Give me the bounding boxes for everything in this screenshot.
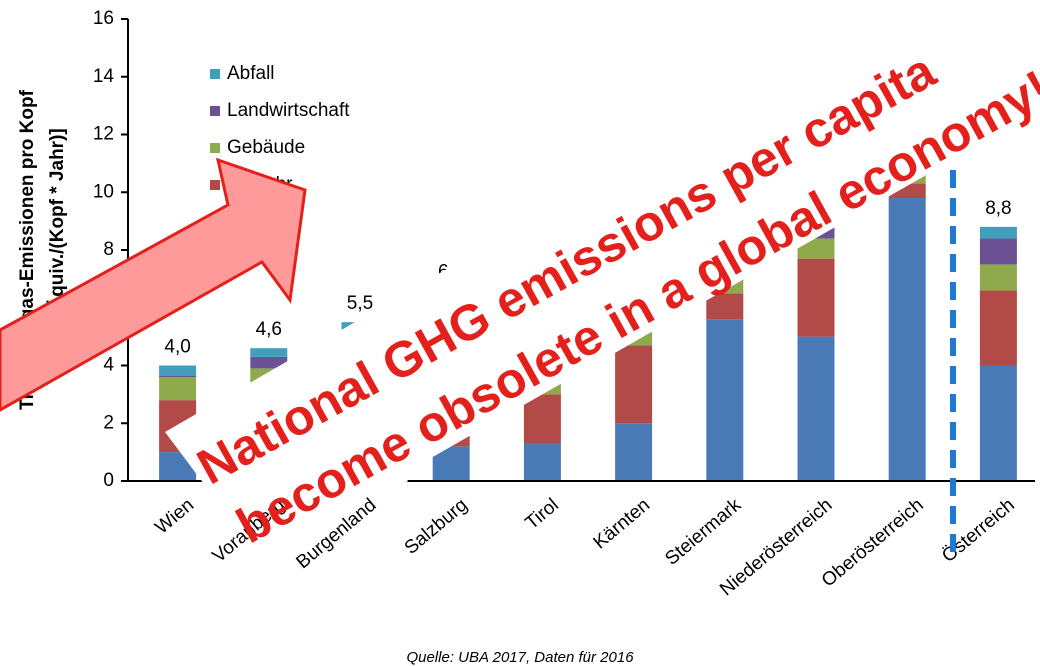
legend-label: Gebäude [227, 137, 305, 158]
bar-segment [979, 238, 1017, 265]
bar-segment [979, 290, 1017, 366]
y-tick-label: 8 [103, 239, 114, 260]
total-label: 4,0 [164, 337, 190, 358]
x-tick-label: Wien [151, 495, 198, 539]
legend-swatch [210, 180, 220, 190]
total-label: 5,5 [347, 293, 373, 314]
total-label: 8,8 [985, 198, 1011, 219]
legend-swatch [210, 106, 220, 116]
y-tick-label: 0 [103, 470, 114, 491]
total-label: 4,6 [256, 319, 282, 340]
bar-segment [888, 198, 926, 481]
x-tick-label: Kärnten [590, 495, 654, 554]
x-tick-label: Tirol [522, 495, 563, 534]
source: Quelle: UBA 2017, Daten für 2016 [406, 649, 634, 666]
arrow [0, 157, 307, 412]
bar-segment [615, 423, 653, 481]
bar-segment [159, 377, 197, 401]
x-tick-label: Österreich [938, 495, 1019, 567]
y-tick-label: 4 [103, 355, 114, 376]
y-tick-label: 2 [103, 412, 114, 433]
bar-segment [797, 258, 835, 337]
bar-segment [250, 348, 288, 357]
x-tick-label: Salzburg [401, 495, 472, 559]
legend-swatch [210, 69, 220, 79]
legend-swatch [210, 143, 220, 153]
bar-segment [523, 443, 561, 481]
bar-segment [159, 365, 197, 376]
bar-segment [979, 365, 1017, 481]
bar-segment [159, 375, 197, 378]
legend-label: Landwirtschaft [227, 100, 350, 121]
bar-segment [615, 345, 653, 424]
y-tick-label: 16 [93, 8, 114, 29]
y-tick-label: 10 [93, 181, 114, 202]
x-tick-label: Steiermark [661, 494, 745, 569]
bar-segment [797, 336, 835, 481]
bar-segment [797, 238, 835, 259]
bar-segment [706, 319, 744, 481]
bar-segment [706, 293, 744, 320]
overlay-box [165, 8, 935, 492]
y-tick-label: 12 [93, 124, 114, 145]
bar-segment [523, 394, 561, 444]
bar-segment [979, 264, 1017, 291]
bar-segment [979, 226, 1017, 239]
y-tick-label: 14 [93, 66, 115, 87]
legend-label: Abfall [227, 63, 275, 84]
bar-segment [250, 356, 288, 369]
